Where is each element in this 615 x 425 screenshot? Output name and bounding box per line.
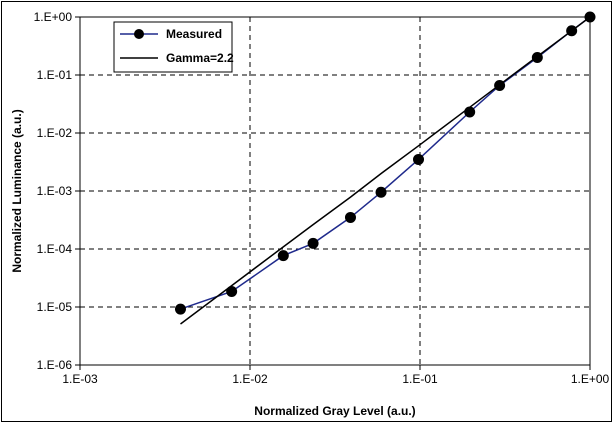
legend-gamma-label: Gamma=2.2 [166,51,234,65]
measured-point [226,286,238,298]
legend: Measured Gamma=2.2 [113,21,234,73]
measured-point [375,186,387,198]
y-axis-title: Normalized Luminance (a.u.) [10,109,24,272]
y-tick-label: 1.E-03 [37,184,73,198]
measured-point [413,153,425,165]
measured-point [277,250,289,262]
y-tick-label: 1.E-01 [37,68,73,82]
measured-point [174,303,186,315]
y-tick-label: 1.E-06 [37,358,73,372]
x-axis-title: Normalized Gray Level (a.u.) [254,404,415,418]
grid-layer [80,17,590,365]
measured-point [307,237,319,249]
legend-box [113,21,233,73]
tick-layer: 1.E-03 1.E-02 1.E-01 1.E+00 1.E-06 1.E-05 1.E-… [34,10,610,386]
series-line-gamma [180,16,591,325]
legend-measured-label: Measured [166,27,222,41]
y-tick-label: 1.E-05 [37,300,73,314]
y-tick-label: 1.E-02 [37,126,73,140]
y-tick-label: 1.E+00 [34,10,73,24]
y-tick-label: 1.E-04 [37,242,73,256]
x-tick-label: 1.E-02 [232,372,268,386]
series-layer [174,11,596,325]
x-tick-label: 1.E+00 [571,372,610,386]
x-tick-label: 1.E-03 [62,372,98,386]
x-tick-label: 1.E-01 [402,372,438,386]
legend-measured-marker [134,29,144,39]
measured-point [344,211,356,223]
